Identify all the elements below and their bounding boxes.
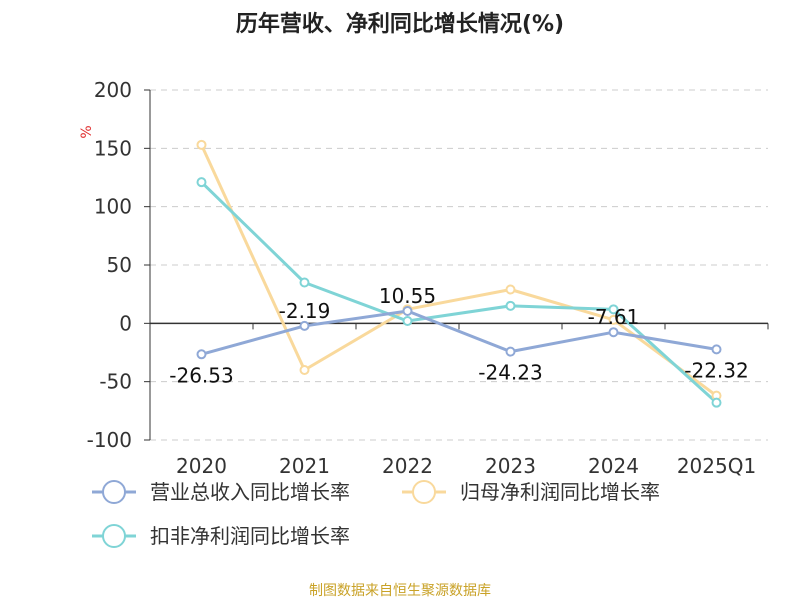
data-point xyxy=(713,345,721,353)
x-tick-label: 2025Q1 xyxy=(677,454,756,478)
series-points xyxy=(198,141,721,407)
legend-marker xyxy=(103,525,125,547)
data-label: 10.55 xyxy=(379,284,436,308)
x-tick-label: 2021 xyxy=(279,454,330,478)
data-point xyxy=(301,279,309,287)
data-label: -7.61 xyxy=(588,305,640,329)
data-point xyxy=(198,350,206,358)
y-tick-label: 100 xyxy=(94,195,132,219)
data-point xyxy=(301,366,309,374)
data-point xyxy=(610,328,618,336)
legend-label: 扣非净利润同比增长率 xyxy=(150,524,350,548)
y-tick-label: 150 xyxy=(94,136,132,160)
data-point xyxy=(507,302,515,310)
data-point xyxy=(507,286,515,294)
y-tick-label: -100 xyxy=(87,428,132,452)
data-point xyxy=(198,141,206,149)
data-label: -26.53 xyxy=(169,363,233,387)
x-tick-label: 2020 xyxy=(176,454,227,478)
axes: -100 -50 0 50 100 150 200% 2020 2021 2022 2023 2024… xyxy=(79,78,768,478)
y-tick-label: 200 xyxy=(94,78,132,102)
x-tick-label: 2022 xyxy=(382,454,433,478)
data-point xyxy=(404,317,412,325)
legend-label: 营业总收入同比增长率 xyxy=(150,480,350,504)
data-label: -24.23 xyxy=(478,361,542,385)
x-tick-label: 2024 xyxy=(588,454,639,478)
legend-label: 归母净利润同比增长率 xyxy=(460,480,660,504)
legend-marker xyxy=(413,481,435,503)
y-tick-label: 0 xyxy=(119,311,132,335)
data-label: -2.19 xyxy=(279,299,331,323)
grid-lines xyxy=(150,90,768,440)
series-line xyxy=(202,145,717,396)
data-point xyxy=(507,348,515,356)
data-point xyxy=(198,178,206,186)
data-point xyxy=(301,322,309,330)
y-axis-label: % xyxy=(79,125,95,138)
y-tick-label: 50 xyxy=(107,253,132,277)
source-note: 制图数据来自恒生聚源数据库 xyxy=(0,580,800,600)
data-label: -22.32 xyxy=(684,358,748,382)
y-tick-label: -50 xyxy=(99,370,132,394)
legend-marker xyxy=(103,481,125,503)
data-point xyxy=(404,307,412,315)
data-point xyxy=(713,399,721,407)
x-tick-label: 2023 xyxy=(485,454,536,478)
series-line xyxy=(202,182,717,402)
series-lines xyxy=(202,145,717,403)
